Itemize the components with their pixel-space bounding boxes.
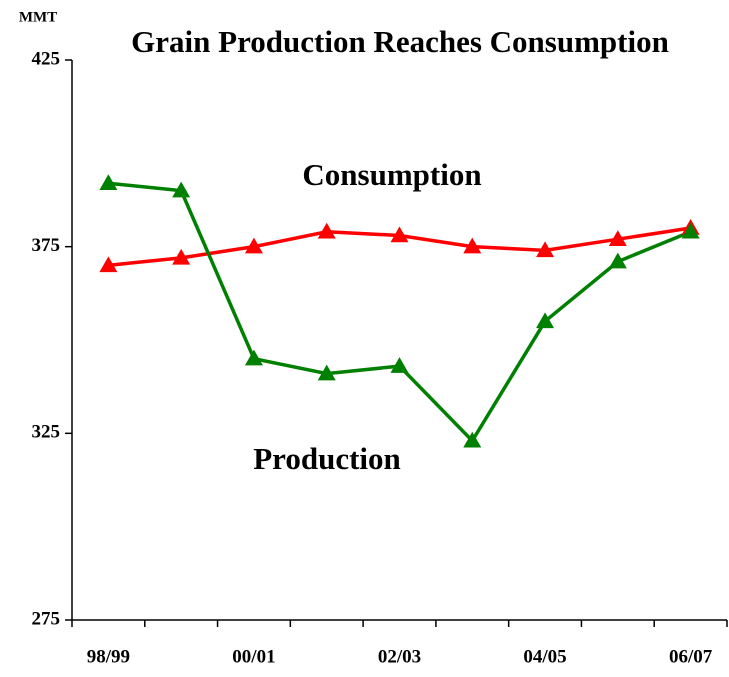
marker bbox=[390, 357, 409, 373]
marker bbox=[536, 312, 555, 329]
marker bbox=[99, 256, 118, 273]
marker bbox=[608, 252, 627, 269]
marker bbox=[390, 226, 409, 243]
marker bbox=[244, 237, 263, 254]
marker bbox=[172, 248, 191, 265]
marker bbox=[317, 222, 336, 239]
marker bbox=[681, 222, 700, 239]
marker bbox=[608, 230, 627, 246]
chart-title: Grain Production Reaches Consumption bbox=[131, 24, 669, 59]
y-tick-label: 375 bbox=[32, 235, 61, 256]
y-tick-label: 325 bbox=[32, 422, 61, 443]
series-label: Consumption bbox=[302, 157, 481, 192]
series-label: Production bbox=[253, 441, 401, 476]
marker bbox=[317, 364, 336, 381]
marker bbox=[99, 174, 118, 190]
x-tick-label: 04/05 bbox=[523, 646, 566, 667]
marker bbox=[244, 349, 263, 366]
marker bbox=[463, 237, 482, 254]
x-tick-label: 06/07 bbox=[669, 646, 713, 667]
y-tick-label: 425 bbox=[32, 48, 61, 69]
x-tick-label: 00/01 bbox=[232, 646, 275, 667]
marker bbox=[536, 241, 555, 258]
marker bbox=[463, 431, 482, 448]
marker bbox=[172, 181, 191, 198]
y-tick-label: 275 bbox=[32, 608, 61, 629]
x-tick-label: 02/03 bbox=[378, 646, 421, 667]
y-axis-unit: MMT bbox=[19, 9, 57, 25]
series-line bbox=[108, 181, 692, 444]
x-tick-label: 98/99 bbox=[87, 646, 130, 667]
